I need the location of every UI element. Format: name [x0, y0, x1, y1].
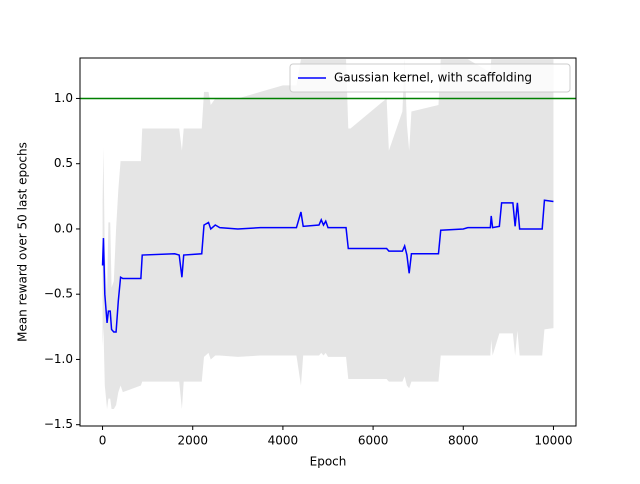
legend-box: [289, 63, 571, 93]
y-axis-label: Mean reward over 50 last epochs: [16, 142, 30, 342]
band: [102, 59, 554, 410]
x-tick-label: 6000: [358, 434, 389, 448]
line-series: [101, 199, 554, 333]
x-tick-label: 2000: [177, 434, 208, 448]
x-tick-label: 0: [99, 434, 107, 448]
y-tick-label: −0.5: [44, 287, 73, 301]
x-tick-label: 10000: [534, 434, 572, 448]
y-tick-label: −1.5: [44, 417, 73, 431]
y-tick-label: 0.0: [54, 221, 73, 235]
axes-frame: [79, 57, 577, 427]
x-tick-label: 4000: [268, 434, 299, 448]
y-tick-label: −1.0: [44, 352, 73, 366]
y-tick-label: 0.5: [54, 156, 73, 170]
y-tick-label: 1.0: [54, 91, 73, 105]
x-axis-label: Epoch: [310, 455, 347, 469]
x-tick-label: 8000: [448, 434, 479, 448]
plot-area: [80, 59, 576, 410]
legend-label: Gaussian kernel, with scaffolding: [334, 71, 532, 85]
